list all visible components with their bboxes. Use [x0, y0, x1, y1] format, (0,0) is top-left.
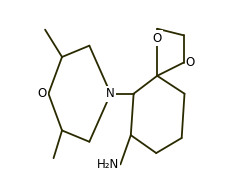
Text: O: O — [186, 56, 195, 69]
Text: O: O — [37, 87, 46, 100]
Text: N: N — [106, 87, 115, 100]
Text: O: O — [152, 32, 162, 44]
Text: H₂N: H₂N — [97, 158, 119, 171]
